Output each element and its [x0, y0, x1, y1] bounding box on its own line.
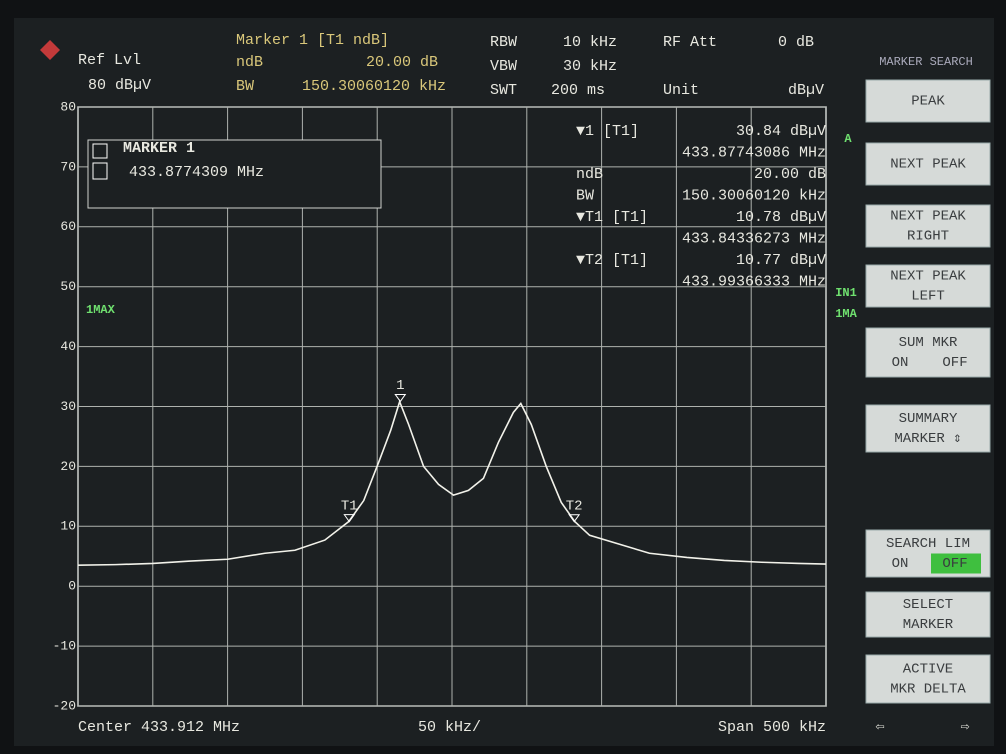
- label: 1MA: [835, 307, 857, 321]
- softkey-option: ON: [892, 556, 909, 572]
- readout-label: ndB: [576, 166, 603, 183]
- label: 50 kHz/: [418, 719, 481, 736]
- label: 80 dBµV: [88, 77, 151, 94]
- softkey-label: RIGHT: [907, 229, 949, 245]
- softkey-option: ON: [892, 355, 909, 371]
- readout-value: 30.84 dBµV: [736, 123, 826, 140]
- y-tick-label: -10: [53, 639, 76, 654]
- label: 150.30060120 kHz: [302, 78, 446, 95]
- softkey-option: OFF: [942, 355, 967, 371]
- readout-value: 433.99366333 MHz: [682, 273, 826, 290]
- softkey-label: PEAK: [911, 94, 945, 110]
- label: 10 kHz: [563, 34, 617, 51]
- softkey-label: MKR DELTA: [890, 682, 966, 698]
- label: 200 ms: [551, 82, 605, 99]
- label: IN1: [835, 286, 857, 300]
- y-tick-label: 0: [68, 579, 76, 594]
- arrow-right: ⇨: [960, 719, 969, 736]
- label: Span 500 kHz: [718, 719, 826, 736]
- readout-label: ▼T1 [T1]: [576, 209, 648, 226]
- softkey-label: SELECT: [903, 597, 953, 613]
- label: Marker 1 [T1 ndB]: [236, 32, 389, 49]
- y-tick-label: 10: [60, 519, 76, 534]
- label: VBW: [490, 58, 517, 75]
- y-tick-label: 80: [60, 99, 76, 114]
- softkey-label: MARKER: [903, 617, 954, 633]
- label: 1MAX: [86, 303, 116, 317]
- y-tick-label: 70: [60, 159, 76, 174]
- readout-label: BW: [576, 187, 594, 204]
- label: Ref Lvl: [78, 52, 141, 69]
- readout-value: 150.30060120 kHz: [682, 187, 826, 204]
- readout-value: 433.84336273 MHz: [682, 230, 826, 247]
- label: RBW: [490, 34, 517, 51]
- readout-value: 10.78 dBµV: [736, 209, 826, 226]
- screen: [14, 18, 994, 746]
- readout-value: 20.00 dB: [754, 166, 826, 183]
- marker-label: 1: [396, 378, 404, 394]
- label: BW: [236, 78, 254, 95]
- label: RF Att: [663, 34, 717, 51]
- softkey-label: ACTIVE: [903, 662, 953, 678]
- softkey-label: SUM MKR: [899, 335, 958, 351]
- readout-value: 433.87743086 MHz: [682, 144, 826, 161]
- label: ndB: [236, 54, 263, 71]
- y-tick-label: 50: [60, 279, 76, 294]
- readout-label: ▼T2 [T1]: [576, 252, 648, 269]
- softkeys-title: MARKER SEARCH: [879, 55, 973, 69]
- y-tick-label: -20: [53, 698, 76, 713]
- arrow-left: ⇦: [875, 719, 884, 736]
- softkey-label: MARKER ⇕: [894, 431, 961, 447]
- softkey-label: NEXT PEAK: [890, 269, 966, 285]
- label: 20.00 dB: [366, 54, 438, 71]
- readout-label: ▼1 [T1]: [576, 123, 639, 140]
- label: A: [844, 132, 852, 146]
- readout-value: 10.77 dBµV: [736, 252, 826, 269]
- label: 30 kHz: [563, 58, 617, 75]
- label: dBµV: [788, 82, 824, 99]
- label: SWT: [490, 82, 517, 99]
- softkey-label: SEARCH LIM: [886, 536, 970, 552]
- marker-label: T2: [566, 498, 583, 514]
- softkey-label: LEFT: [911, 289, 945, 305]
- softkey-label: SUMMARY: [899, 411, 958, 427]
- marker-box-title: MARKER 1: [123, 140, 195, 157]
- label: Center 433.912 MHz: [78, 719, 240, 736]
- softkey-option: OFF: [942, 556, 967, 572]
- analyzer-screen: Ref Lvl 80 dBµV Marker 1 [T1 ndB] ndB 20.00 …: [0, 0, 1006, 754]
- marker-box-value: 433.8774309 MHz: [129, 164, 264, 181]
- marker-label: T1: [341, 498, 358, 514]
- label: Unit: [663, 82, 699, 99]
- y-tick-label: 30: [60, 399, 76, 414]
- label: 0 dB: [778, 34, 814, 51]
- y-tick-label: 20: [60, 459, 76, 474]
- softkey-label: NEXT PEAK: [890, 209, 966, 225]
- softkey-label: NEXT PEAK: [890, 157, 966, 173]
- y-tick-label: 40: [60, 339, 76, 354]
- y-tick-label: 60: [60, 219, 76, 234]
